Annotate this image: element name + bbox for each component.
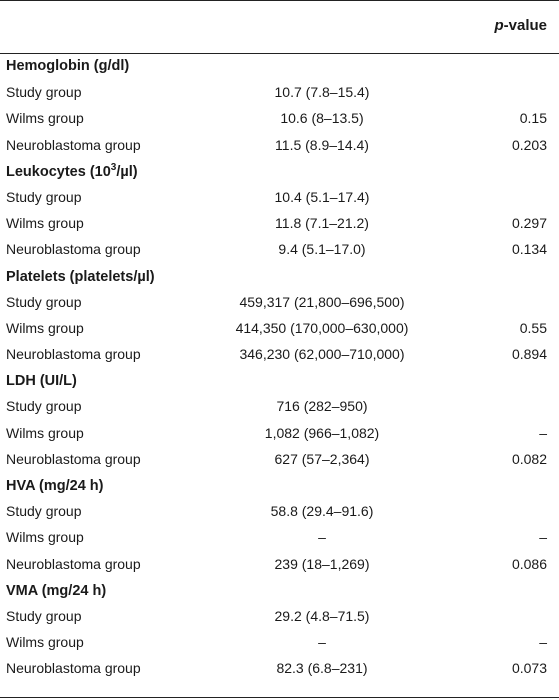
header-rule [0, 53, 559, 54]
p-value-cell: 0.082 [511, 450, 547, 467]
table-row: Wilms group – – [0, 525, 559, 551]
p-value-cell: – [539, 634, 547, 651]
group-label: Neuroblastoma group [6, 346, 141, 363]
median-range-value: 9.4 (5.1–17.0) [278, 241, 366, 258]
section-row: VMA (mg/24 h) [0, 578, 559, 604]
group-label: Wilms group [6, 424, 84, 441]
pvalue-header-italic: p [494, 17, 504, 34]
median-range-value: – [318, 634, 326, 651]
median-range-value: 58.8 (29.4–91.6) [270, 503, 374, 520]
table-row: Study group 29.2 (4.8–71.5) [0, 604, 559, 630]
section-row: Platelets (platelets/µl) [0, 264, 559, 290]
group-label: Study group [6, 607, 82, 624]
median-range-value: 10.4 (5.1–17.4) [274, 188, 370, 205]
section-row: LDH (UI/L) [0, 368, 559, 394]
section-title-suffix: /µl) [116, 163, 138, 180]
median-range-value: 10.7 (7.8–15.4) [274, 84, 370, 101]
table-row: Study group 10.7 (7.8–15.4) [0, 80, 559, 106]
section-title-text: Leukocytes (10 [6, 163, 111, 180]
table-row: Wilms group 10.6 (8–13.5) 0.15 [0, 106, 559, 132]
table-row: Neuroblastoma group 239 (18–1,269) 0.086 [0, 552, 559, 578]
p-value-cell: 0.297 [511, 215, 547, 232]
group-label: Wilms group [6, 110, 84, 127]
table-row: Wilms group 414,350 (170,000–630,000) 0.55 [0, 316, 559, 342]
group-label: Wilms group [6, 319, 84, 336]
group-label: Wilms group [6, 634, 84, 651]
median-range-value: 11.8 (7.1–21.2) [275, 215, 369, 232]
median-range-value: 459,317 (21,800–696,500) [239, 293, 405, 310]
group-label: Study group [6, 503, 82, 520]
table-row: Wilms group 1,082 (966–1,082) – [0, 421, 559, 447]
group-label: Study group [6, 293, 82, 310]
group-label: Study group [6, 398, 82, 415]
section-row: Hemoglobin (g/dl) [0, 54, 559, 80]
median-range-value: 627 (57–2,364) [274, 450, 370, 467]
section-row: HVA (mg/24 h) [0, 473, 559, 499]
bottom-rule [0, 697, 559, 698]
group-label: Wilms group [6, 529, 84, 546]
p-value-cell: – [539, 424, 547, 441]
table-body: Hemoglobin (g/dl) Study group 10.7 (7.8–15… [0, 54, 559, 683]
table-row: Neuroblastoma group 627 (57–2,364) 0.082 [0, 447, 559, 473]
p-value-cell: 0.55 [519, 319, 547, 336]
table-row: Wilms group 11.8 (7.1–21.2) 0.297 [0, 211, 559, 237]
section-title-text: Hemoglobin (g/dl) [6, 58, 130, 74]
table-row: Neuroblastoma group 9.4 (5.1–17.0) 0.134 [0, 237, 559, 263]
pvalue-header-rest: -value [503, 17, 547, 34]
table-row: Study group 10.4 (5.1–17.4) [0, 185, 559, 211]
p-value-cell: 0.134 [511, 241, 547, 258]
median-range-value: 29.2 (4.8–71.5) [274, 607, 370, 624]
median-range-value: 414,350 (170,000–630,000) [235, 319, 409, 336]
pvalue-column-header: p-value [494, 17, 547, 34]
median-range-value: – [318, 529, 326, 546]
table-row: Study group 58.8 (29.4–91.6) [0, 499, 559, 525]
table-header: p-value [0, 0, 559, 53]
group-label: Study group [6, 84, 82, 101]
table-row: Neuroblastoma group 82.3 (6.8–231) 0.073 [0, 656, 559, 682]
section-title-text: LDH (UI/L) [6, 373, 77, 390]
table-row: Study group 716 (282–950) [0, 394, 559, 420]
table-row: Study group 459,317 (21,800–696,500) [0, 290, 559, 316]
group-label: Neuroblastoma group [6, 136, 141, 153]
section-title: LDH (UI/L) [6, 373, 77, 389]
table-row: Neuroblastoma group 346,230 (62,000–710,0… [0, 342, 559, 368]
table-row: Wilms group – – [0, 630, 559, 656]
median-range-value: 716 (282–950) [276, 398, 368, 415]
median-range-value: 239 (18–1,269) [274, 555, 370, 572]
p-value-cell: 0.894 [511, 346, 547, 363]
median-range-value: 11.5 (8.9–14.4) [275, 136, 369, 153]
section-title-text: Platelets (platelets/µl) [6, 268, 155, 285]
section-title: VMA (mg/24 h) [6, 583, 106, 599]
section-title: HVA (mg/24 h) [6, 478, 103, 494]
section-title: Platelets (platelets/µl) [6, 269, 155, 285]
p-value-cell: 0.086 [511, 555, 547, 572]
group-label: Neuroblastoma group [6, 555, 141, 572]
group-label: Neuroblastoma group [6, 241, 141, 258]
top-rule [0, 0, 559, 1]
section-title-text: HVA (mg/24 h) [6, 478, 104, 494]
table-row: Neuroblastoma group 11.5 (8.9–14.4) 0.203 [0, 133, 559, 159]
median-range-value: 82.3 (6.8–231) [276, 660, 368, 677]
section-row: Leukocytes (103/µl) [0, 159, 559, 185]
section-title: Hemoglobin (g/dl) [6, 58, 129, 74]
group-label: Neuroblastoma group [6, 450, 141, 467]
section-title-superscript: 3 [110, 161, 117, 173]
median-range-value: 10.6 (8–13.5) [280, 110, 364, 127]
median-range-value: 1,082 (966–1,082) [264, 424, 380, 441]
median-range-value: 346,230 (62,000–710,000) [239, 346, 405, 363]
group-label: Neuroblastoma group [6, 660, 141, 677]
p-value-cell: – [539, 529, 547, 546]
section-title-text: VMA (mg/24 h) [6, 582, 107, 599]
p-value-cell: 0.15 [519, 110, 547, 127]
p-value-cell: 0.203 [511, 136, 547, 153]
group-label: Study group [6, 188, 82, 205]
p-value-cell: 0.073 [511, 660, 547, 677]
group-label: Wilms group [6, 215, 84, 232]
section-title: Leukocytes (103/µl) [6, 161, 138, 180]
